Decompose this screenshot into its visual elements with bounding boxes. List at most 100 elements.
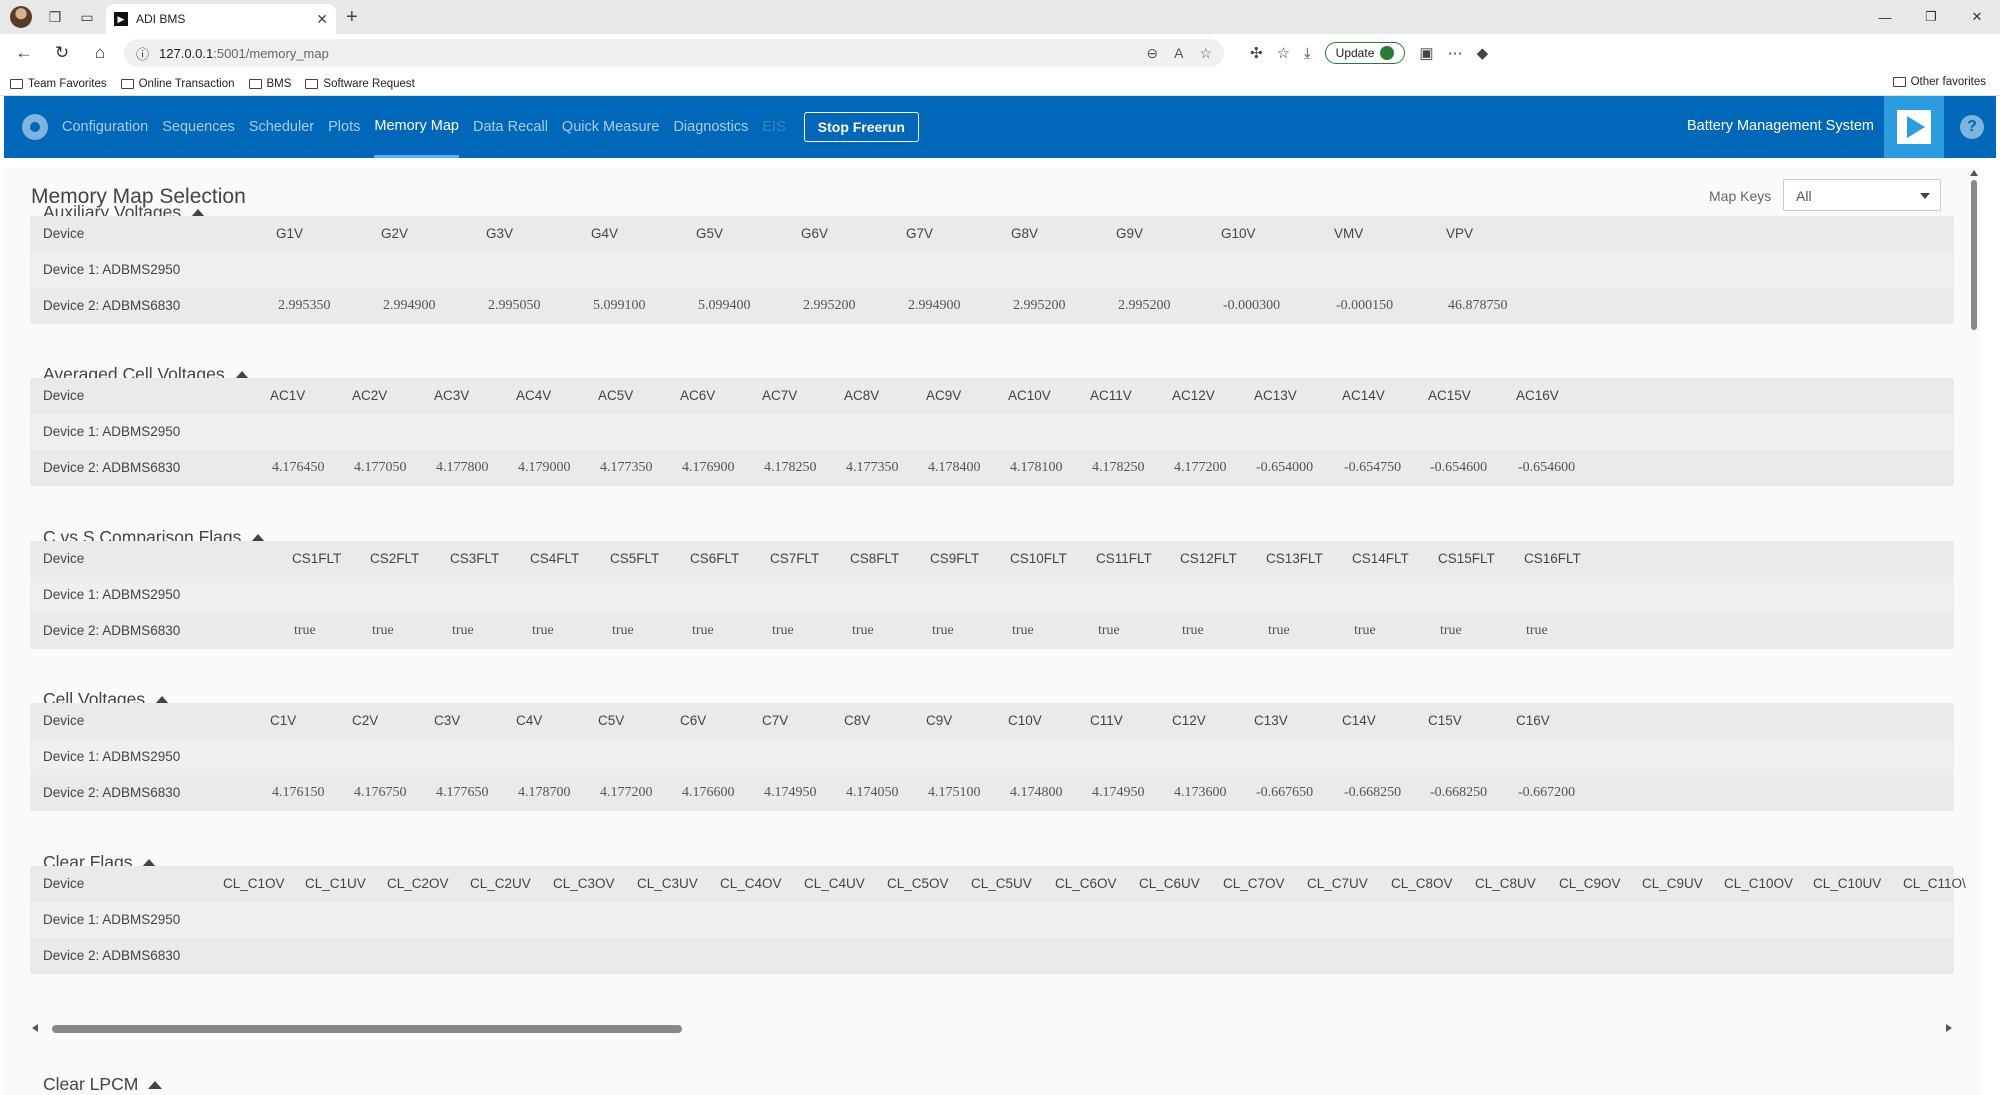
app-title: Battery Management System — [1687, 118, 1874, 134]
chevron-down-icon — [1920, 193, 1930, 199]
nav-plots[interactable]: Plots — [328, 119, 361, 135]
cell-value: 4.178400 — [928, 460, 981, 475]
cell-value: 4.175100 — [928, 785, 981, 800]
bookmark-bms[interactable]: BMS — [248, 77, 292, 90]
cell-value: true — [532, 623, 554, 638]
collapse-caret-icon[interactable] — [234, 370, 249, 379]
cell-value: true — [932, 623, 954, 638]
downloads-icon[interactable]: ⤓ — [1304, 44, 1311, 62]
vertical-scrollbar-thumb[interactable] — [1971, 180, 1977, 330]
bookmark-label: Team Favorites — [28, 77, 107, 90]
horizontal-scrollbar[interactable] — [30, 1023, 1954, 1033]
nav-quick-measure[interactable]: Quick Measure — [561, 119, 660, 135]
bookmark-software-request[interactable]: Software Request — [305, 77, 415, 90]
column-header: C2V — [352, 713, 379, 728]
nav-configuration[interactable]: Configuration — [62, 119, 149, 135]
map-keys-select[interactable]: All — [1783, 179, 1941, 211]
column-header: C6V — [680, 713, 707, 728]
column-header: CL_C6UV — [1139, 876, 1200, 891]
profile-avatar[interactable] — [10, 6, 32, 28]
restore-icon[interactable]: ❐ — [1925, 9, 1937, 24]
update-button[interactable]: Update — [1324, 42, 1406, 64]
new-tab-icon[interactable]: + — [346, 5, 358, 28]
column-header: CL_C7UV — [1307, 876, 1368, 891]
collapse-caret-icon[interactable] — [142, 858, 157, 867]
url-input[interactable]: ⓘ 127.0.0.1:5001/memory_map ⊖ A ☆ — [124, 39, 1224, 67]
column-header: C5V — [598, 713, 625, 728]
favorite-star-icon[interactable]: ☆ — [1199, 44, 1212, 61]
cell-value: 4.177200 — [1174, 460, 1227, 475]
folder-icon — [305, 78, 319, 89]
app-header: Configuration Sequences Scheduler Plots … — [4, 96, 1996, 158]
scroll-up-icon[interactable] — [1970, 170, 1978, 176]
nav-diagnostics[interactable]: Diagnostics — [673, 119, 749, 135]
cell-value: 4.176600 — [682, 785, 735, 800]
collapse-caret-icon[interactable] — [148, 1080, 163, 1089]
more-menu-icon[interactable]: ⋯ — [1447, 45, 1463, 62]
collapse-caret-icon[interactable] — [191, 208, 206, 217]
column-header: CL_C7OV — [1223, 876, 1285, 891]
cell-value: 4.176750 — [354, 785, 407, 800]
table-header-row: Device G1V G2V G3V G4V G5V G6V G7V G8V G9V G10V VMV… — [30, 216, 1954, 252]
nav-scheduler[interactable]: Scheduler — [248, 119, 315, 135]
collapse-caret-icon[interactable] — [251, 533, 266, 542]
bookmark-label: BMS — [266, 77, 292, 90]
column-header: CL_C2OV — [387, 876, 449, 891]
copilot-icon[interactable]: ◆ — [1476, 45, 1489, 62]
stop-freerun-button[interactable]: Stop Freerun — [803, 112, 919, 142]
scroll-right-icon[interactable] — [1946, 1024, 1952, 1032]
help-icon[interactable]: ? — [1960, 115, 1984, 139]
extensions-icon[interactable]: ✣ — [1250, 45, 1263, 62]
tab-actions-icon[interactable]: ▭ — [80, 8, 94, 25]
cell-value: true — [294, 623, 316, 638]
back-icon[interactable]: ← — [15, 43, 33, 62]
gear-icon[interactable] — [22, 114, 48, 140]
column-header: VPV — [1446, 226, 1474, 241]
cell-value: true — [1268, 623, 1290, 638]
read-aloud-icon[interactable]: A — [1174, 44, 1184, 61]
section-header-lpcm[interactable]: Clear LPCM — [43, 1074, 163, 1095]
vertical-scrollbar[interactable] — [1968, 168, 1980, 1095]
device-column-header: Device — [43, 388, 85, 403]
bookmark-label: Software Request — [323, 77, 415, 90]
device-name: Device 2: ADBMS6830 — [43, 948, 181, 963]
nav-data-recall[interactable]: Data Recall — [472, 119, 548, 135]
cell-value: true — [1182, 623, 1204, 638]
collapse-caret-icon[interactable] — [155, 695, 170, 704]
minimize-icon[interactable]: — — [1878, 9, 1892, 25]
bookmark-other-favorites[interactable]: Other favorites — [1892, 76, 1986, 88]
column-header: G8V — [1011, 226, 1039, 241]
browser-tab[interactable]: ▶ ADI BMS ✕ — [106, 4, 336, 34]
favorites-icon[interactable]: ☆ — [1276, 45, 1291, 62]
table-header-row: Device CL_C1OV CL_C1UV CL_C2OV CL_C2UV CL_C3O… — [30, 866, 1966, 902]
scrollbar-thumb[interactable] — [52, 1025, 682, 1033]
device-name: Device 1: ADBMS2950 — [43, 424, 181, 439]
collections-icon[interactable]: ▣ — [1419, 45, 1434, 62]
cell-value: 4.174800 — [1010, 785, 1063, 800]
cell-value: 2.995200 — [1013, 298, 1066, 313]
cell-value: 2.995200 — [803, 298, 856, 313]
bookmark-team-favorites[interactable]: Team Favorites — [10, 78, 107, 90]
home-icon[interactable]: ⌂ — [94, 43, 106, 62]
nav-eis: EIS — [762, 119, 786, 135]
close-window-icon[interactable]: ✕ — [1971, 9, 1983, 24]
cell-value: -0.654600 — [1430, 460, 1488, 475]
nav-sequences[interactable]: Sequences — [162, 119, 235, 135]
device-column-header: Device — [43, 876, 85, 891]
workspaces-icon[interactable]: ❐ — [48, 8, 62, 25]
scroll-left-icon[interactable] — [32, 1024, 38, 1032]
cell-value: 5.099100 — [593, 298, 646, 313]
refresh-icon[interactable]: ↻ — [54, 43, 70, 62]
device-name: Device 1: ADBMS2950 — [43, 749, 181, 764]
device-name: Device 2: ADBMS6830 — [43, 785, 181, 800]
nav-memory-map[interactable]: Memory Map — [374, 96, 459, 158]
column-header: AC10V — [1008, 388, 1051, 403]
close-tab-icon[interactable]: ✕ — [316, 10, 328, 27]
cell-value: 2.994900 — [383, 298, 436, 313]
bookmark-online-transaction[interactable]: Online Transaction — [120, 78, 235, 90]
zoom-icon[interactable]: ⊖ — [1146, 44, 1159, 61]
map-keys-value: All — [1796, 188, 1812, 204]
cell-value: -0.000300 — [1223, 298, 1281, 313]
site-info-icon[interactable]: ⓘ — [136, 46, 150, 62]
column-header: CL_C3UV — [637, 876, 698, 891]
